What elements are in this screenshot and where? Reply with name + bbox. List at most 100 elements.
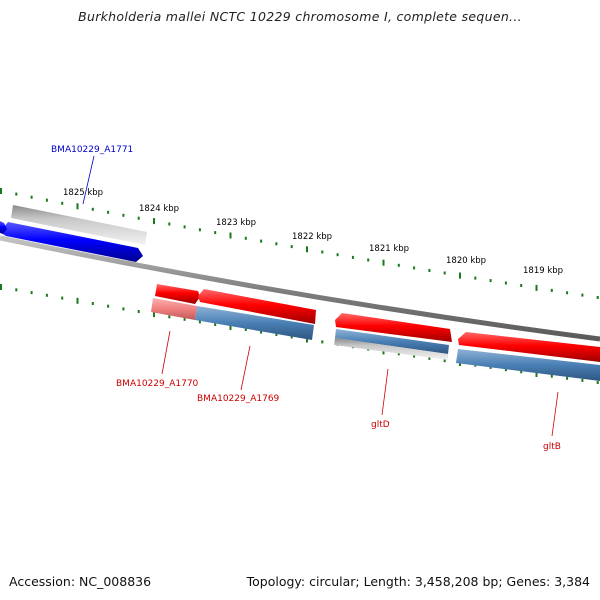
tick-mark: [489, 365, 492, 369]
tick-mark: [107, 210, 110, 214]
sequence-backbone: [0, 235, 600, 342]
tick-mark: [260, 330, 263, 334]
tick-mark: [306, 336, 308, 343]
tick-mark: [76, 203, 79, 210]
cds-gltb[interactable]: [456, 349, 600, 381]
tick-mark: [321, 340, 324, 344]
tick-mark: [520, 284, 523, 287]
tick-mark: [443, 359, 446, 363]
tick-mark: [275, 242, 278, 246]
tick-mark: [306, 246, 308, 253]
tick-mark: [107, 304, 110, 308]
feature-bma10229-a1771[interactable]: [0, 222, 143, 262]
gene-leaders: [82, 155, 559, 437]
cds-bma10229-a1769[interactable]: [195, 306, 314, 340]
tick-mark: [183, 317, 186, 321]
tick-mark: [566, 291, 569, 295]
tick-mark: [183, 225, 186, 229]
tick-mark: [91, 207, 94, 211]
tick-label: 1820 kbp: [446, 256, 486, 266]
tick-mark: [30, 195, 33, 199]
cds-bma10229-a1770[interactable]: [151, 298, 197, 320]
tick-mark: [45, 198, 48, 202]
tick-mark: [550, 288, 553, 292]
tick-mark: [459, 272, 461, 279]
gene-label[interactable]: BMA10229_A1770: [116, 379, 199, 389]
feature-bma10229-a1770[interactable]: [155, 284, 200, 304]
tick-mark: [137, 310, 140, 313]
tick-mark: [367, 258, 370, 262]
tick-mark: [229, 324, 232, 330]
tick-mark: [15, 192, 18, 196]
tick-mark: [474, 276, 477, 280]
tick-mark: [351, 255, 354, 259]
feature-bma10229-a1769[interactable]: [198, 289, 316, 324]
tick-mark: [382, 259, 385, 266]
tick-mark: [229, 232, 232, 239]
tick-mark: [30, 291, 33, 295]
tick-mark: [504, 368, 507, 372]
gene-label[interactable]: BMA10229_A1771: [51, 145, 133, 155]
tick-mark: [198, 320, 201, 324]
tick-mark: [244, 236, 247, 240]
tick-mark: [137, 216, 140, 220]
tick-label: 1824 kbp: [139, 204, 179, 214]
tick-mark: [153, 218, 155, 225]
gene-hit-gltd[interactable]: [334, 338, 448, 360]
tick-mark: [566, 376, 569, 380]
tick-mark: [290, 245, 293, 249]
genome-summary-text: Topology: circular; Length: 3,458,208 bp…: [246, 574, 590, 589]
tick-mark: [76, 297, 79, 304]
tick-mark: [321, 250, 324, 254]
tick-mark: [535, 284, 538, 291]
tick-mark: [535, 371, 538, 377]
feature-gltd[interactable]: [335, 313, 452, 342]
tick-labels: 1825 kbp 1824 kbp 1823 kbp 1822 kbp 1821…: [63, 188, 563, 276]
leader-line: [82, 155, 95, 205]
tick-mark: [61, 296, 64, 300]
tick-mark: [428, 356, 431, 360]
tick-mark: [214, 231, 217, 235]
tick-mark: [581, 293, 584, 297]
gene-label[interactable]: gltD: [371, 420, 390, 430]
tick-mark: [504, 281, 507, 285]
tick-mark: [260, 239, 263, 243]
tick-mark: [0, 188, 2, 194]
tick-label: 1821 kbp: [369, 244, 409, 254]
tick-mark: [397, 352, 400, 356]
tick-mark: [244, 328, 247, 331]
tick-mark: [550, 374, 553, 378]
tick-mark: [198, 228, 201, 232]
cds-gltd[interactable]: [335, 329, 449, 354]
tick-mark: [581, 378, 584, 382]
tick-mark: [15, 288, 18, 292]
leader-line: [161, 330, 171, 375]
tick-mark: [428, 269, 431, 272]
gene-label[interactable]: BMA10229_A1769: [197, 394, 280, 404]
tick-mark: [0, 284, 2, 290]
feature-gltb[interactable]: [458, 332, 600, 362]
tick-mark: [596, 381, 599, 384]
map-title: Burkholderia mallei NCTC 10229 chromosom…: [78, 9, 522, 24]
tick-mark: [91, 302, 94, 305]
tick-label: 1822 kbp: [292, 232, 332, 242]
tick-mark: [290, 335, 293, 339]
accession-text: Accession: NC_008836: [9, 574, 152, 589]
tick-mark: [413, 266, 416, 270]
tick-mark: [122, 213, 125, 217]
tick-mark: [275, 333, 278, 336]
gene-label[interactable]: gltB: [543, 442, 561, 452]
tick-mark: [214, 323, 217, 326]
tick-mark: [443, 271, 446, 275]
leader-line: [240, 345, 251, 391]
tick-label: 1825 kbp: [63, 188, 103, 198]
tick-mark: [413, 354, 416, 358]
tick-mark: [489, 279, 492, 283]
feature-blue-fragment[interactable]: [0, 221, 7, 234]
leader-line: [381, 368, 389, 416]
tick-mark: [596, 296, 599, 299]
feature-grey-hit[interactable]: [11, 205, 147, 245]
tick-label: 1819 kbp: [523, 266, 563, 276]
